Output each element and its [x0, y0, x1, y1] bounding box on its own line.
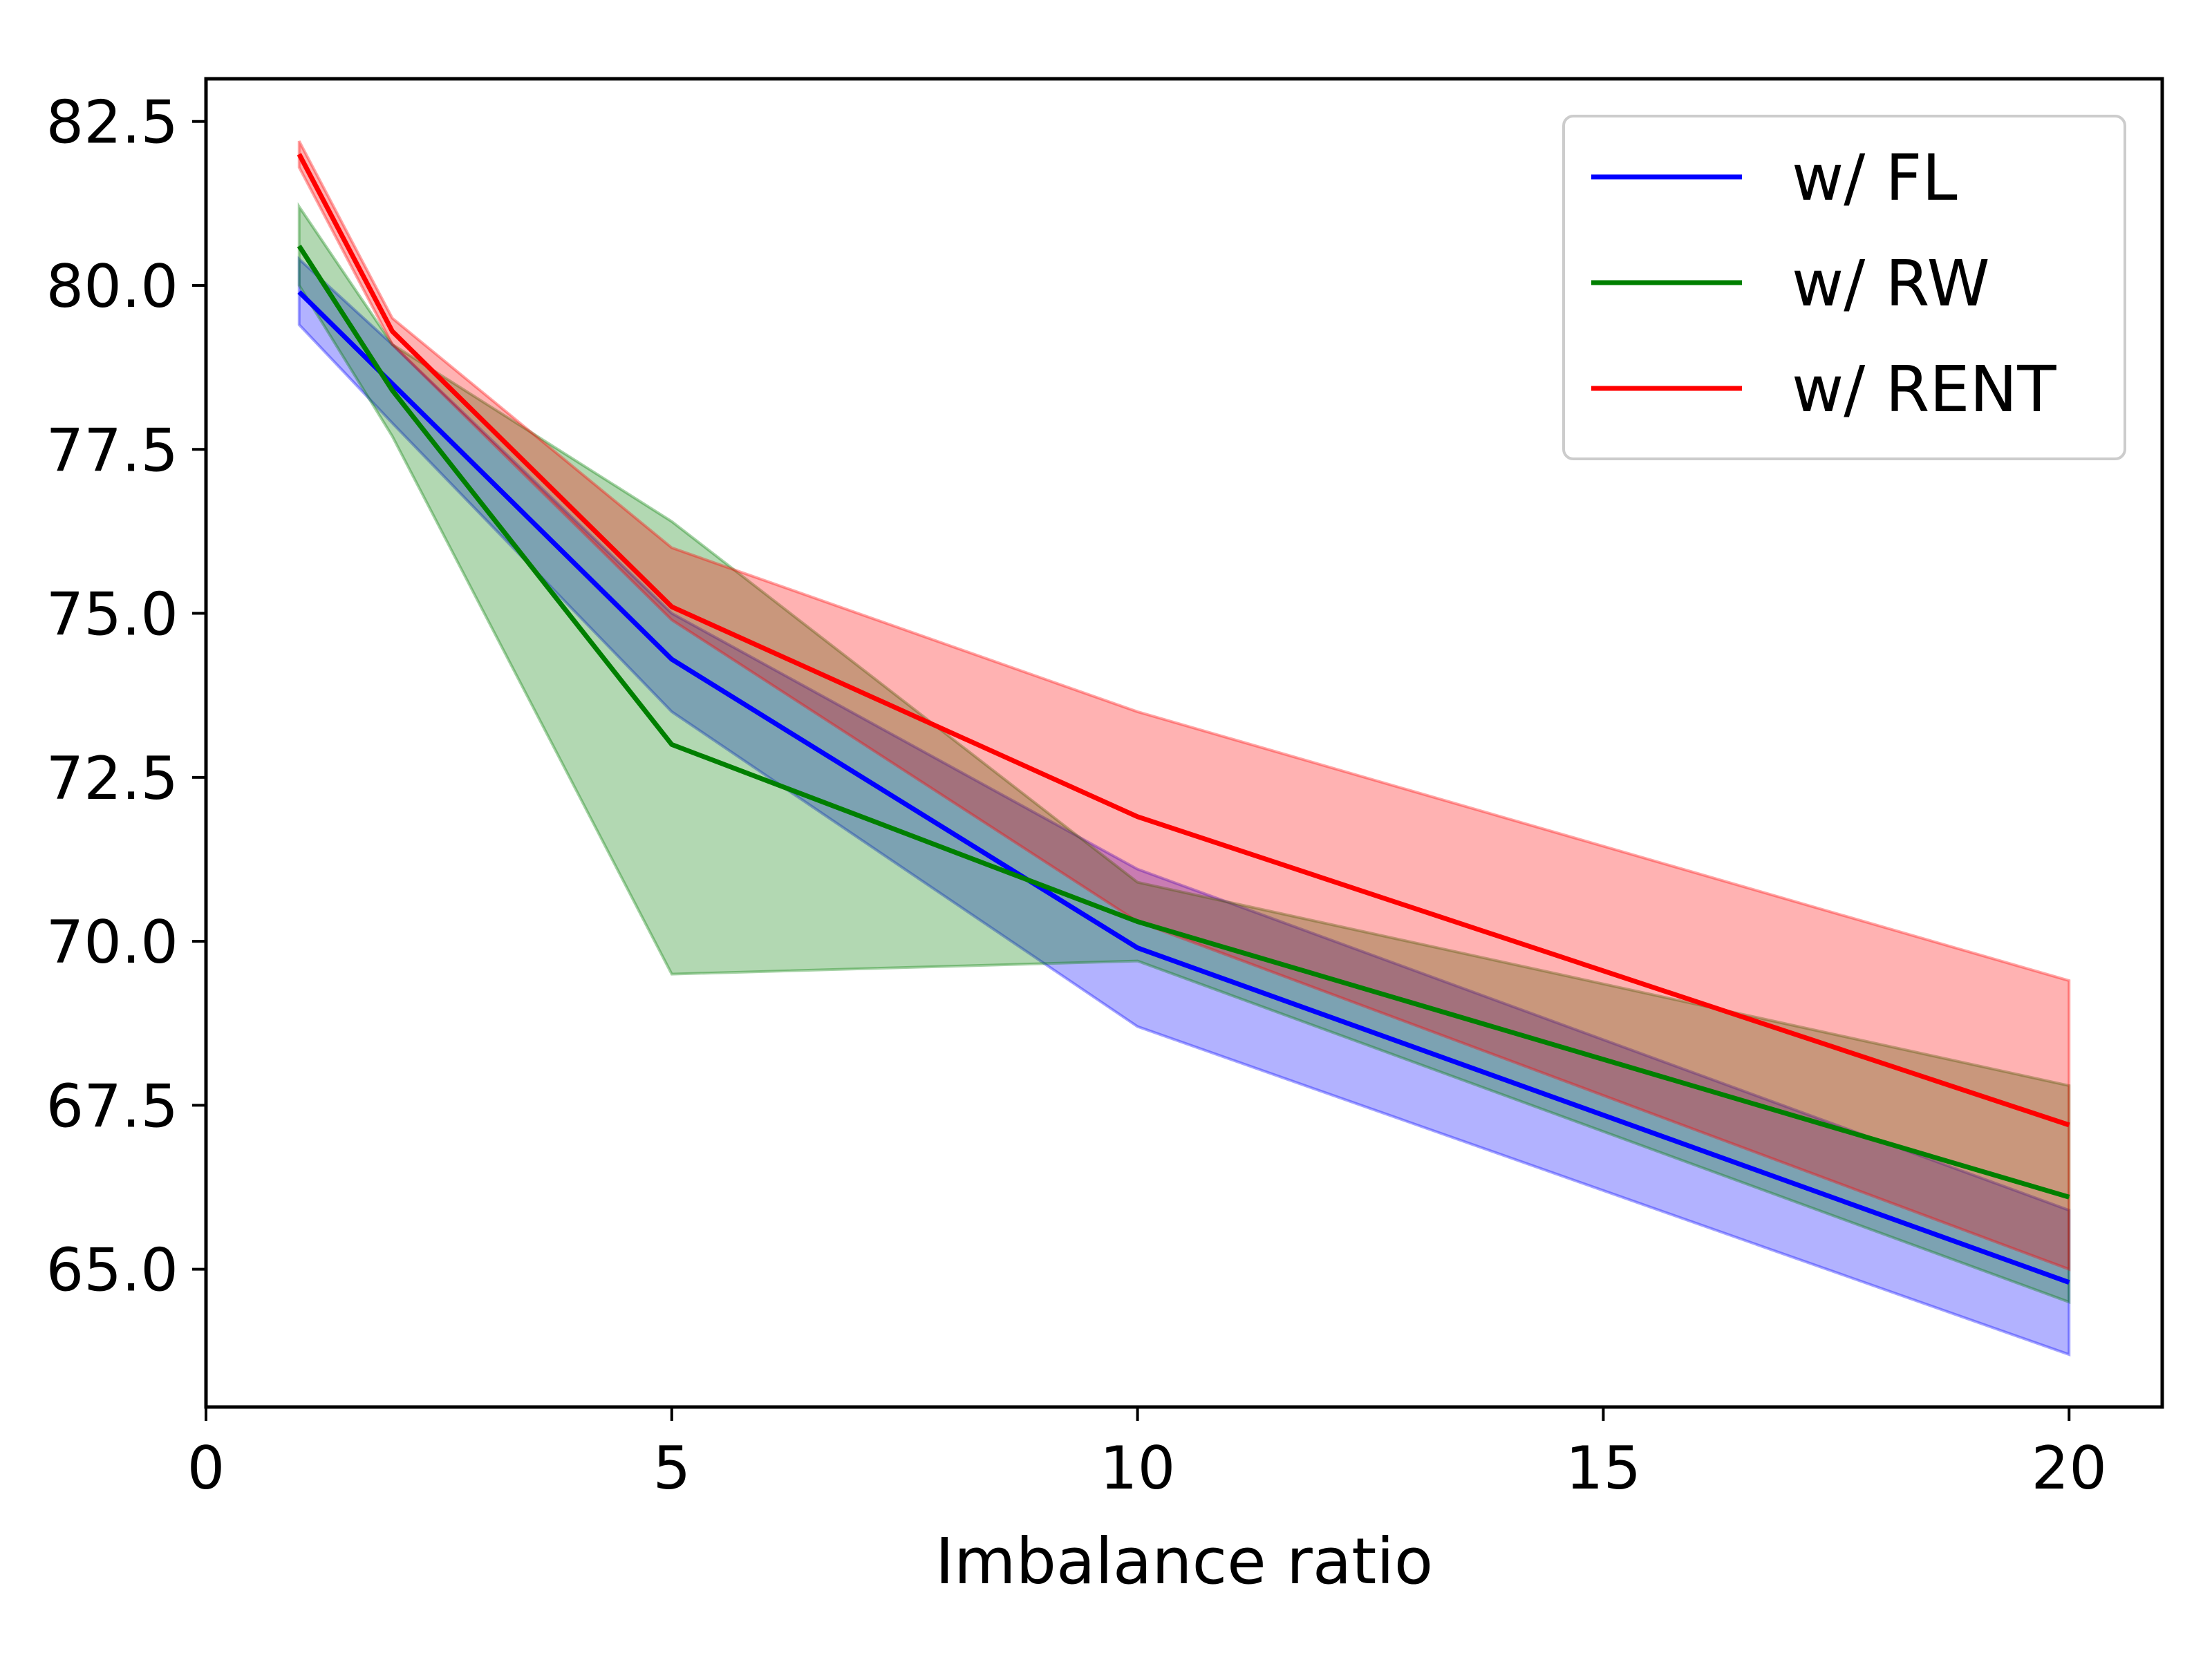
y-tick-label-1: 67.5	[46, 1072, 178, 1141]
confidence-bands	[297, 140, 2071, 1357]
y-tick-label-4: 75.0	[46, 580, 178, 650]
series-lines	[297, 153, 2070, 1285]
y-tick-label-7: 82.5	[46, 88, 178, 158]
x-tick-label-1: 5	[653, 1434, 691, 1503]
x-tick-label-4: 20	[2032, 1434, 2107, 1503]
band-series-2	[297, 140, 2071, 1272]
x-axis: 0 5 10 15 20	[187, 1407, 2107, 1503]
y-tick-label-3: 72.5	[46, 744, 178, 813]
x-axis-label: Imbalance ratio	[935, 1524, 1433, 1598]
legend-label-1: w/ RW	[1792, 247, 1990, 321]
x-tick-label-2: 10	[1100, 1434, 1175, 1503]
point-series-2-1	[392, 330, 393, 332]
legend-label-2: w/ RENT	[1792, 352, 2056, 426]
band-series-0	[297, 256, 2071, 1357]
point-series-1-2	[671, 744, 673, 745]
plot-frame	[204, 77, 2164, 1409]
y-tick-label-5: 77.5	[46, 416, 178, 485]
point-series-2-3	[1137, 816, 1138, 818]
y-tick-label-0: 65.0	[46, 1236, 178, 1305]
point-series-0-3	[1137, 947, 1138, 949]
y-axis: 65.0 67.5 70.0 72.5 75.0 77.5 80.0 82.5	[46, 88, 206, 1305]
y-tick-label-2: 70.0	[46, 908, 178, 977]
point-series-0-4	[2068, 1282, 2070, 1283]
band-series-1	[297, 202, 2071, 1305]
point-series-1-4	[2068, 1196, 2070, 1198]
legend: w/ FL w/ RW w/ RENT	[1562, 115, 2126, 460]
point-series-1-3	[1137, 921, 1138, 923]
point-series-2-4	[2068, 1124, 2070, 1126]
y-tick-label-6: 80.0	[46, 252, 178, 321]
x-tick-label-3: 15	[1566, 1434, 1641, 1503]
x-tick-label-0: 0	[187, 1434, 225, 1503]
legend-box	[1562, 115, 2126, 460]
legend-label-0: w/ FL	[1792, 141, 1958, 215]
